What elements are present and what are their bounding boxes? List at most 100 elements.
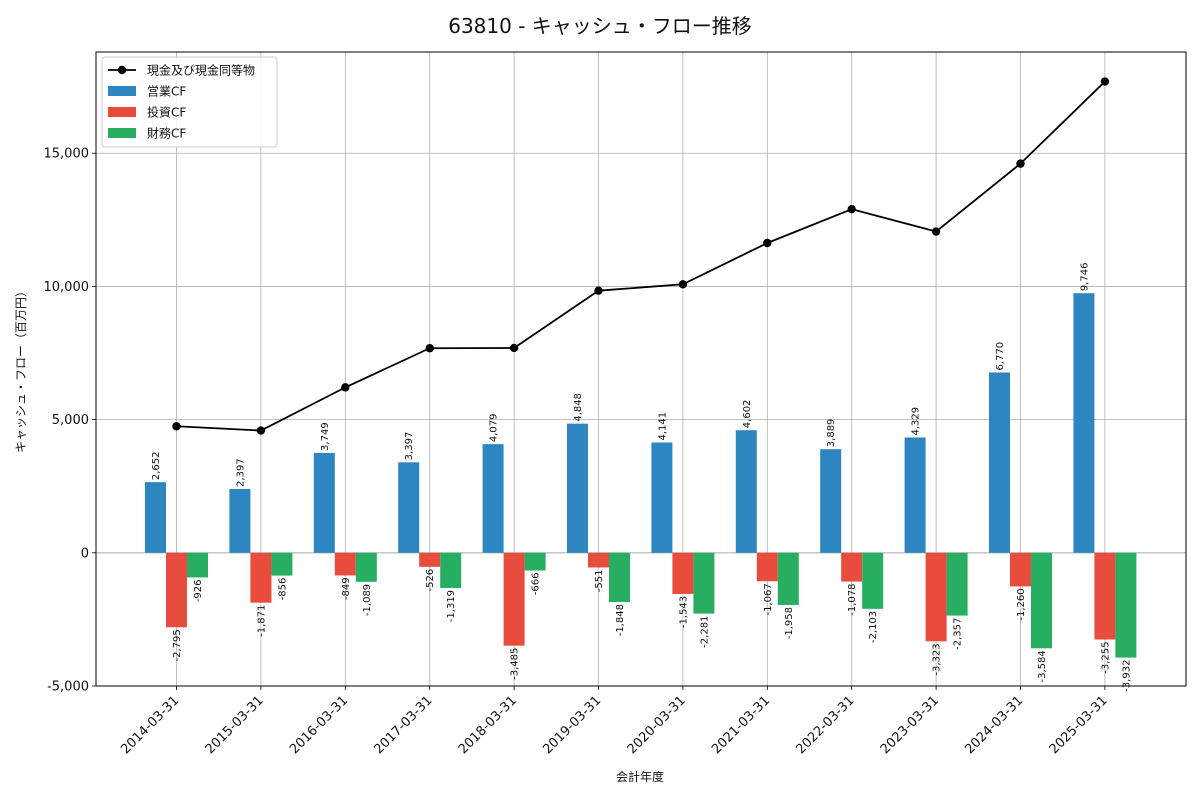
bar xyxy=(1073,293,1095,553)
bar-value-label: -926 xyxy=(193,579,204,602)
bar xyxy=(989,372,1010,553)
bar-value-label: -666 xyxy=(531,573,542,596)
bar-value-label: -526 xyxy=(425,569,436,592)
bar-value-label: 4,602 xyxy=(742,400,753,429)
bar xyxy=(419,552,441,567)
bar-value-label: 4,848 xyxy=(573,393,584,422)
bar-value-label: 3,397 xyxy=(404,432,415,461)
bar xyxy=(925,552,947,642)
legend-swatch xyxy=(108,86,136,96)
x-tick-label: 2018-03-31 xyxy=(456,693,520,757)
bar-value-label: -1,260 xyxy=(1016,588,1027,620)
y-tick-label: 10,000 xyxy=(44,280,90,295)
bar-value-label: 9,746 xyxy=(1079,263,1090,292)
bar-value-label: -2,281 xyxy=(699,616,710,648)
cash-point xyxy=(1016,159,1025,168)
bar xyxy=(609,552,630,603)
legend-label: 営業CF xyxy=(147,85,186,99)
bar xyxy=(567,423,588,553)
bar-value-label: 4,079 xyxy=(489,414,500,443)
x-tick-label: 2023-03-31 xyxy=(878,693,942,757)
label-layer: 2,652 2,397 3,749 3,397 4,079 4,848 4,141 4,602… xyxy=(151,263,1132,692)
cash-point xyxy=(509,343,519,353)
bar-value-label: -2,103 xyxy=(868,611,879,643)
x-tick-label: 2020-03-31 xyxy=(625,693,689,757)
x-axis-title: 会計年度 xyxy=(616,769,664,784)
bar xyxy=(862,552,884,609)
cash-point xyxy=(341,383,350,392)
legend-line-marker xyxy=(117,65,127,75)
bar xyxy=(904,437,926,553)
bar-value-label: -1,078 xyxy=(847,584,858,616)
bar xyxy=(693,552,715,614)
plot-frame xyxy=(95,51,1187,687)
bar xyxy=(588,552,609,568)
bar xyxy=(355,552,377,582)
x-tick-label: 2022-03-31 xyxy=(793,693,857,757)
bar xyxy=(1115,552,1137,658)
x-tick-label: 2019-03-31 xyxy=(540,693,604,757)
bar xyxy=(1031,552,1052,649)
x-tick-label: 2025-03-31 xyxy=(1047,693,1111,757)
bar-layer xyxy=(145,293,1137,658)
bar-value-label: -3,584 xyxy=(1037,650,1048,682)
bar-value-label: -1,871 xyxy=(256,605,267,637)
bar xyxy=(777,552,799,605)
x-tick-label: 2024-03-31 xyxy=(962,693,1026,757)
bar-value-label: 3,889 xyxy=(826,419,837,448)
bar-value-label: -849 xyxy=(341,577,352,600)
cash-point xyxy=(763,238,772,248)
bar-value-label: -2,357 xyxy=(953,618,964,650)
legend-swatch xyxy=(108,107,136,117)
bar-value-label: -1,067 xyxy=(763,583,774,615)
legend-label: 財務CF xyxy=(147,126,186,141)
bar xyxy=(1010,552,1031,587)
bar xyxy=(398,462,420,553)
cash-point xyxy=(594,286,603,295)
bar-value-label: -3,323 xyxy=(932,643,943,675)
legend-box xyxy=(101,56,278,148)
x-tick-label: 2014-03-31 xyxy=(118,693,182,757)
bar-value-label: 4,329 xyxy=(911,407,922,436)
bar xyxy=(482,444,504,553)
bar-value-label: -3,932 xyxy=(1121,660,1132,692)
bar xyxy=(440,552,462,588)
plot-area xyxy=(96,52,1186,686)
legend-label: 投資CF xyxy=(147,105,186,120)
bar xyxy=(229,488,251,553)
cash-point xyxy=(931,227,941,236)
bar-value-label: 2,397 xyxy=(235,458,246,487)
cash-point xyxy=(172,422,181,431)
bar xyxy=(672,552,694,594)
bar xyxy=(250,552,272,603)
bar-value-label: -551 xyxy=(594,569,605,592)
cash-point xyxy=(847,204,856,214)
x-tick-label: 2016-03-31 xyxy=(287,693,351,757)
bar-value-label: -1,848 xyxy=(615,604,626,636)
bar xyxy=(503,552,525,646)
bar-value-label: -1,543 xyxy=(678,596,689,628)
grid-layer xyxy=(96,52,1186,687)
cash-point xyxy=(425,344,434,353)
bar-value-label: -1,089 xyxy=(362,584,373,616)
bar xyxy=(271,552,293,576)
bar xyxy=(334,552,356,576)
x-tick-label: 2017-03-31 xyxy=(371,693,435,757)
bar-value-label: 6,770 xyxy=(995,342,1006,371)
bar-value-label: 2,652 xyxy=(151,452,162,481)
legend-swatch xyxy=(108,128,136,138)
x-tick-label: 2015-03-31 xyxy=(203,693,267,757)
bar-value-label: 3,749 xyxy=(320,422,331,451)
bar xyxy=(1094,552,1116,640)
bar xyxy=(187,552,208,578)
bar-value-label: -1,958 xyxy=(784,607,795,639)
y-tick-label: 5,000 xyxy=(52,413,89,428)
bar xyxy=(651,442,673,553)
chart-title: 63810 - キャッシュ・フロー推移 xyxy=(448,14,752,38)
bar xyxy=(145,482,166,553)
bar-value-label: -3,485 xyxy=(510,648,521,680)
y-tick-label: 0 xyxy=(81,546,89,561)
